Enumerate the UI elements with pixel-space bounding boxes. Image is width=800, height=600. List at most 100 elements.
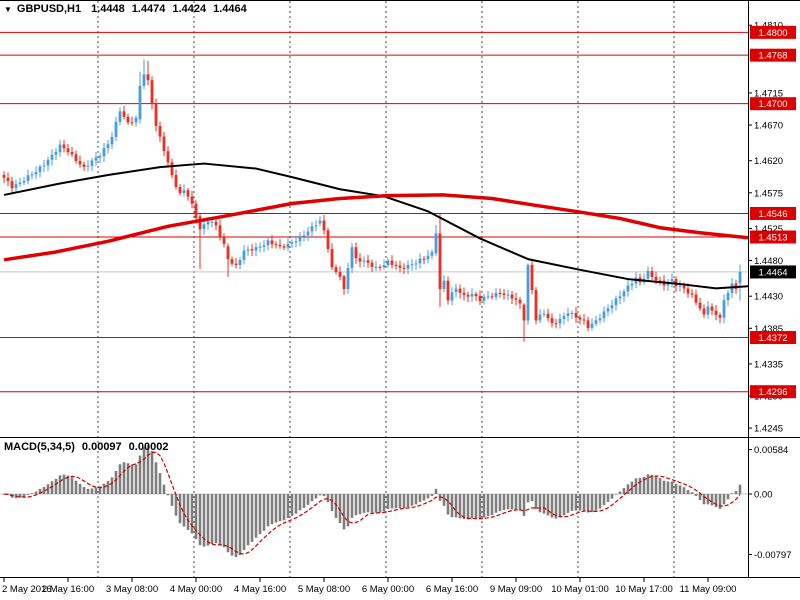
macd-histogram-bar	[114, 470, 118, 494]
candle-body-down	[330, 248, 334, 268]
macd-histogram-bar	[194, 494, 198, 540]
macd-histogram-bar	[290, 494, 294, 516]
candle-body-up	[182, 190, 186, 194]
macd-histogram-bar	[122, 462, 126, 494]
macd-histogram-bar	[486, 494, 490, 517]
macd-signal-line	[3, 451, 741, 555]
candle-body-down	[74, 154, 78, 162]
macd-histogram-bar	[682, 487, 686, 494]
candle-body-down	[510, 294, 514, 299]
macd-histogram-bar	[246, 494, 250, 546]
candle-body-down	[234, 263, 238, 266]
candle-body-down	[378, 266, 382, 268]
macd-histogram-bar	[286, 494, 290, 519]
ohlc-low: 1.4424	[172, 3, 207, 15]
candle-body-down	[162, 136, 166, 152]
candle-body-up	[42, 165, 46, 167]
macd-histogram-bar	[42, 487, 46, 494]
candle-body-down	[370, 262, 374, 267]
candle-body-up	[410, 264, 414, 266]
candle-body-up	[614, 298, 618, 306]
price-tick-label: 1.4245	[754, 424, 783, 435]
macd-histogram-bar	[58, 475, 62, 494]
candle-body-down	[250, 249, 254, 251]
candle-body-up	[102, 148, 106, 157]
time-tick-label: 10 May 17:00	[615, 584, 673, 595]
candle-body-up	[670, 279, 674, 282]
macd-histogram-bar	[398, 494, 402, 509]
candle-body-down	[198, 216, 202, 230]
candle-body-up	[722, 300, 726, 318]
level-price-badge-text: 1.4700	[758, 99, 787, 110]
candle-body-down	[126, 116, 130, 123]
macd-histogram-bar	[322, 494, 326, 497]
macd-histogram-bar	[662, 480, 666, 494]
macd-histogram-bar	[302, 494, 306, 508]
candle-body-up	[622, 291, 626, 297]
macd-histogram-bar	[546, 494, 550, 516]
candle-body-up	[134, 117, 138, 123]
macd-histogram-bar	[678, 485, 682, 494]
macd-tick-label: -0.00797	[754, 550, 792, 561]
macd-histogram-bar	[130, 464, 134, 494]
macd-histogram-bar	[170, 494, 174, 506]
candle-body-up	[610, 305, 614, 309]
candle-body-up	[646, 271, 650, 279]
candle-body-down	[62, 144, 66, 149]
macd-histogram-bar	[622, 488, 626, 494]
macd-histogram-bar	[26, 494, 30, 495]
candle-body-up	[306, 231, 310, 236]
ma-slow-line[interactable]	[3, 193, 749, 262]
macd-histogram-bar	[514, 494, 518, 510]
macd-histogram-bar	[562, 494, 566, 516]
macd-histogram-bar	[358, 494, 362, 515]
macd-histogram-bar	[410, 494, 414, 506]
macd-histogram-bar	[594, 494, 598, 511]
macd-histogram-bar	[138, 455, 142, 494]
macd-histogram-bar	[658, 478, 662, 494]
candle-body-up	[486, 296, 490, 298]
candle-body-up	[106, 144, 110, 149]
macd-histogram-bar	[434, 488, 438, 494]
candle-body-down	[522, 304, 526, 321]
macd-axis[interactable]: 0.00584 0.00 -0.00797	[748, 445, 792, 561]
price-tick-label: 1.4670	[754, 121, 783, 132]
macd-histogram-bar	[482, 494, 486, 518]
current-price-badge-text: 1.4464	[758, 267, 787, 278]
current-price-badge-bg	[750, 265, 796, 279]
candle-body-up	[14, 184, 18, 189]
candle-body-down	[230, 259, 234, 264]
macd-histogram-bar	[402, 494, 406, 509]
macd-histogram-bar	[78, 484, 82, 494]
candle-body-down	[222, 236, 226, 244]
candle-body-up	[238, 259, 242, 266]
macd-histogram-bar	[470, 494, 474, 519]
macd-histogram-bar	[210, 494, 214, 545]
candle-body-up	[418, 258, 422, 264]
macd-histogram-bar	[646, 474, 650, 494]
candle-body-up	[450, 292, 454, 301]
candle-body-up	[246, 249, 250, 251]
candle-body-down	[674, 279, 678, 287]
macd-histogram-bar	[510, 494, 514, 510]
candle-body-down	[422, 258, 426, 260]
ohlc-close: 1.4464	[213, 3, 247, 15]
macd-histogram-bar	[534, 494, 538, 510]
macd-histogram-bar	[142, 447, 146, 494]
candle-body-up	[598, 318, 602, 321]
macd-histogram-bar	[310, 494, 314, 502]
candle-body-up	[382, 265, 386, 268]
macd-histogram-bar	[554, 494, 558, 519]
macd-histogram-bar	[718, 494, 722, 509]
macd-histogram-bar	[506, 494, 510, 510]
candle-body-down	[214, 221, 218, 226]
candle-body-up	[94, 157, 98, 161]
candle-body-down	[78, 161, 82, 165]
candle-body-down	[518, 299, 522, 304]
candle-body-down	[682, 285, 686, 289]
macd-histogram-bar	[66, 475, 70, 494]
candle-body-up	[606, 308, 610, 312]
